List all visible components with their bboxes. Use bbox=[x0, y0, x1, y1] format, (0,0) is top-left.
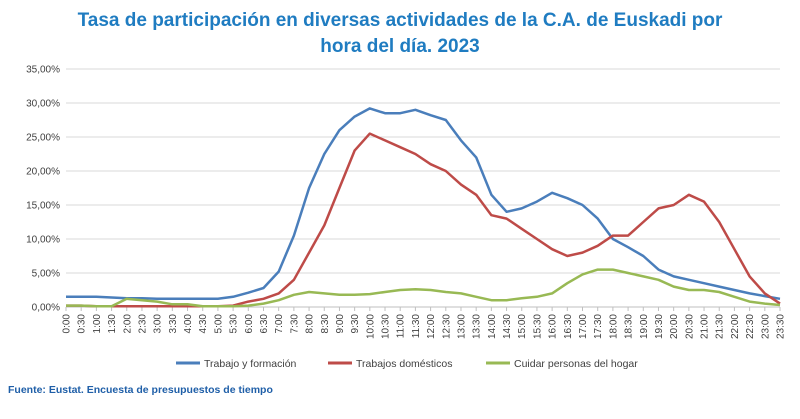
x-tick-label: 4:30 bbox=[198, 314, 209, 334]
series-line bbox=[66, 132, 781, 308]
x-tick-label: 18:30 bbox=[624, 314, 635, 339]
legend: Trabajo y formación Trabajos domésticos Cu… bbox=[176, 358, 638, 370]
series-line bbox=[66, 107, 781, 301]
x-tick-label: 22:30 bbox=[745, 314, 756, 339]
x-tick-label: 21:30 bbox=[715, 314, 726, 339]
gridlines bbox=[66, 68, 780, 274]
x-tick-label: 2:30 bbox=[137, 314, 148, 334]
x-tick-label: 7:00 bbox=[274, 314, 285, 334]
chart-title-line-1: Tasa de participación en diversas activi… bbox=[77, 10, 723, 31]
y-tick-label: 10,00% bbox=[26, 235, 60, 246]
y-tick-label: 20,00% bbox=[26, 167, 60, 178]
y-tick-label: 0,00% bbox=[32, 303, 60, 314]
x-tick-label: 22:00 bbox=[730, 314, 741, 339]
x-tick-label: 13:30 bbox=[472, 314, 483, 339]
x-tick-label: 17:00 bbox=[578, 314, 589, 339]
x-tick-label: 17:30 bbox=[593, 314, 604, 339]
x-tick-label: 15:30 bbox=[532, 314, 543, 339]
x-tick-label: 21:00 bbox=[700, 314, 711, 339]
x-tick-label: 9:30 bbox=[350, 314, 361, 334]
x-tick-label: 10:30 bbox=[381, 314, 392, 339]
legend-label: Trabajos domésticos bbox=[356, 358, 452, 370]
x-tick-label: 0:00 bbox=[62, 314, 73, 334]
x-tick-label: 19:00 bbox=[639, 314, 650, 339]
x-tick-label: 10:00 bbox=[365, 314, 376, 339]
x-tick-label: 1:30 bbox=[107, 314, 118, 334]
x-tick-label: 9:00 bbox=[335, 314, 346, 334]
x-tick-label: 20:00 bbox=[669, 314, 680, 339]
x-axis-ticks: 0:00 0:30 1:00 1:30 2:00 2:30 3:00 3:30 4:00 4:30… bbox=[62, 307, 787, 339]
x-tick-label: 12:30 bbox=[441, 314, 452, 339]
legend-label: Cuidar personas del hogar bbox=[514, 358, 638, 370]
x-tick-label: 20:30 bbox=[684, 314, 695, 339]
x-tick-label: 14:00 bbox=[487, 314, 498, 339]
y-tick-label: 25,00% bbox=[26, 133, 60, 144]
series-line bbox=[66, 268, 781, 308]
x-tick-label: 23:30 bbox=[776, 314, 787, 339]
x-tick-label: 12:00 bbox=[426, 314, 437, 339]
x-tick-label: 13:00 bbox=[456, 314, 467, 339]
y-tick-label: 5,00% bbox=[32, 269, 60, 280]
y-axis-ticks: 0,00% 5,00% 10,00% 15,00% 20,00% 25,00% 30,00%… bbox=[26, 65, 60, 314]
x-tick-label: 3:30 bbox=[168, 314, 179, 334]
x-tick-label: 1:00 bbox=[92, 314, 103, 334]
x-tick-label: 0:30 bbox=[77, 314, 88, 334]
legend-label: Trabajo y formación bbox=[204, 358, 297, 370]
x-tick-label: 16:00 bbox=[548, 314, 559, 339]
x-tick-label: 4:00 bbox=[183, 314, 194, 334]
x-tick-label: 8:00 bbox=[305, 314, 316, 334]
series-lines bbox=[66, 107, 781, 308]
x-tick-label: 11:30 bbox=[411, 314, 422, 339]
chart-title: Tasa de participación en diversas activi… bbox=[0, 8, 800, 60]
x-tick-label: 3:00 bbox=[153, 314, 164, 334]
y-tick-label: 35,00% bbox=[26, 65, 60, 76]
x-tick-label: 15:00 bbox=[517, 314, 528, 339]
x-tick-label: 23:00 bbox=[760, 314, 771, 339]
x-tick-label: 5:30 bbox=[229, 314, 240, 334]
y-tick-label: 30,00% bbox=[26, 99, 60, 110]
x-tick-label: 5:00 bbox=[213, 314, 224, 334]
x-tick-label: 7:30 bbox=[289, 314, 300, 334]
y-tick-label: 15,00% bbox=[26, 201, 60, 212]
x-tick-label: 18:00 bbox=[608, 314, 619, 339]
chart-title-line-2: hora del día. 2023 bbox=[320, 36, 480, 57]
x-tick-label: 11:00 bbox=[396, 314, 407, 339]
x-tick-label: 19:30 bbox=[654, 314, 665, 339]
x-tick-label: 2:00 bbox=[122, 314, 133, 334]
x-tick-label: 8:30 bbox=[320, 314, 331, 334]
x-tick-label: 16:30 bbox=[563, 314, 574, 339]
x-tick-label: 14:30 bbox=[502, 314, 513, 339]
x-tick-label: 6:30 bbox=[259, 314, 270, 334]
source-note: Fuente: Eustat. Encuesta de presupuestos… bbox=[8, 384, 273, 396]
x-tick-label: 6:00 bbox=[244, 314, 255, 334]
